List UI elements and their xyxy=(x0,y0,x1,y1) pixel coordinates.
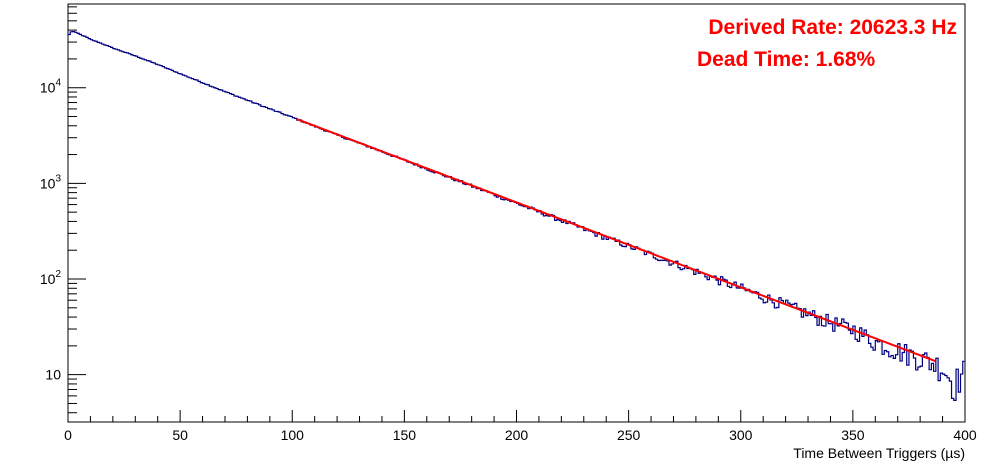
y-tick-exponent: 3 xyxy=(55,173,61,184)
y-tick-exponent: 2 xyxy=(55,269,61,280)
y-tick-base: 10 xyxy=(40,175,56,191)
histogram-series xyxy=(68,31,965,402)
y-tick-label: 10 xyxy=(45,367,61,383)
x-tick-label: 350 xyxy=(841,427,865,443)
y-tick-base: 10 xyxy=(40,80,56,96)
x-tick-label: 200 xyxy=(505,427,529,443)
annotation-dead-time: Dead Time: 1.68% xyxy=(697,48,876,71)
x-tick-label: 100 xyxy=(281,427,305,443)
x-tick-label: 250 xyxy=(617,427,641,443)
y-tick-exponent: 4 xyxy=(55,78,61,89)
y-tick-base: 10 xyxy=(45,367,61,383)
x-axis-title: Time Between Triggers (µs) xyxy=(793,445,965,461)
x-tick-label: 50 xyxy=(172,427,188,443)
axis-ticks xyxy=(67,6,966,422)
y-tick-label: 104 xyxy=(40,78,62,96)
y-tick-label: 102 xyxy=(40,269,62,287)
y-tick-base: 10 xyxy=(40,271,56,287)
plot-series xyxy=(68,31,965,402)
x-tick-label: 0 xyxy=(64,427,72,443)
x-tick-labels: 0 50 100 150 200 250 300 350 400 xyxy=(64,427,977,443)
fit-line xyxy=(296,118,937,363)
x-tick-label: 400 xyxy=(953,427,977,443)
y-tick-label: 103 xyxy=(40,173,62,191)
annotation-derived-rate: Derived Rate: 20623.3 Hz xyxy=(708,16,957,39)
x-tick-label: 300 xyxy=(729,427,753,443)
x-tick-label: 150 xyxy=(393,427,417,443)
